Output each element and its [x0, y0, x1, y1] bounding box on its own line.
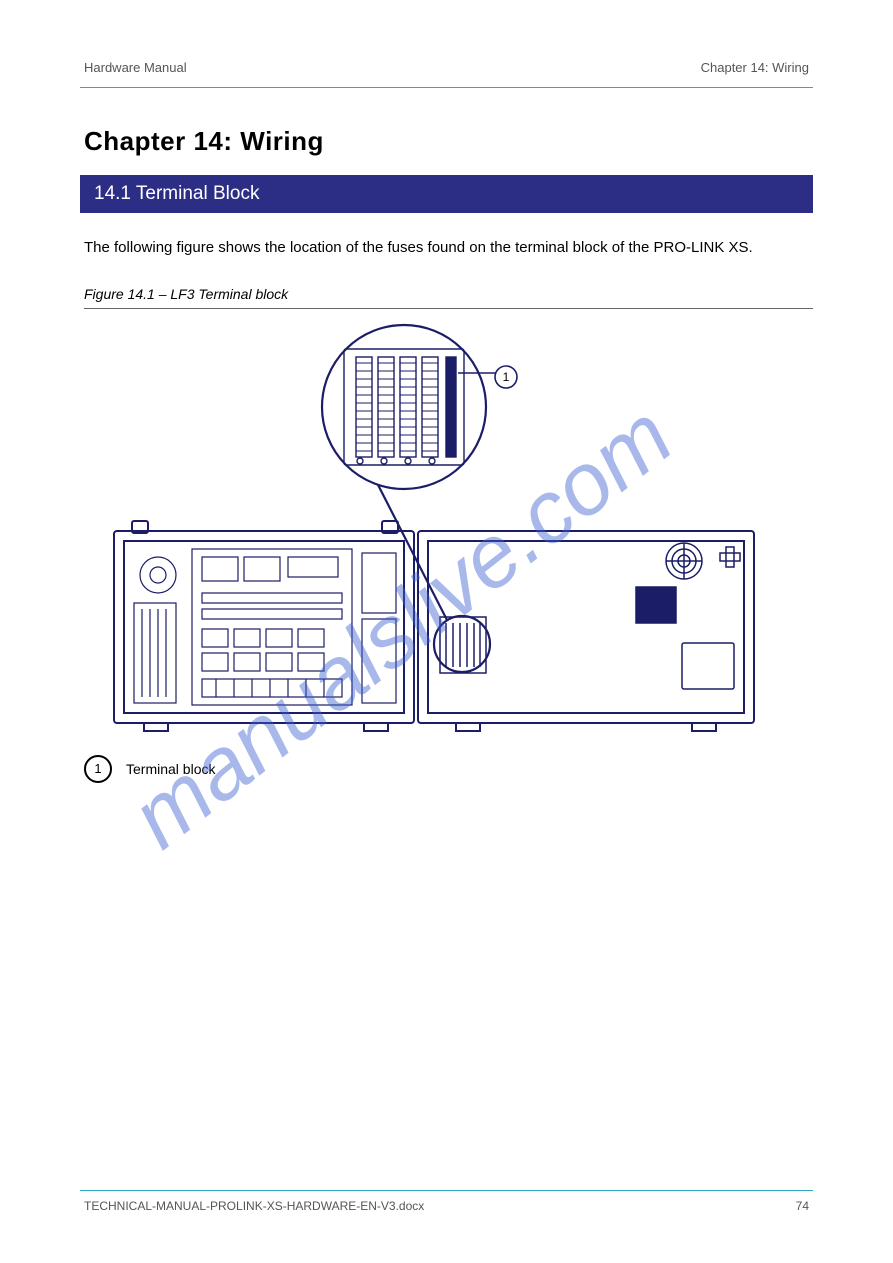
section-heading-bar: 14.1 Terminal Block	[80, 175, 813, 213]
figure-caption-rule	[84, 308, 813, 309]
header-rule	[80, 87, 813, 88]
figure-legend: 1 Terminal block	[84, 755, 813, 783]
intro-paragraph: The following figure shows the location …	[84, 237, 813, 260]
legend-number: 1	[94, 761, 101, 776]
footer-page-number: 74	[796, 1199, 809, 1213]
footer-doc-name: TECHNICAL-MANUAL-PROLINK-XS-HARDWARE-EN-…	[84, 1199, 424, 1213]
figure-diagram: 1	[84, 317, 804, 737]
chapter-title: Chapter 14: Wiring	[84, 126, 813, 157]
header-left: Hardware Manual	[84, 60, 187, 75]
figure-caption: Figure 14.1 – LF3 Terminal block	[84, 286, 813, 302]
legend-text: Terminal block	[126, 761, 215, 777]
legend-marker: 1	[84, 755, 112, 783]
header-right: Chapter 14: Wiring	[701, 60, 809, 75]
page-footer: TECHNICAL-MANUAL-PROLINK-XS-HARDWARE-EN-…	[80, 1190, 813, 1213]
terminal-block-diagram: 1	[84, 317, 804, 737]
figure-callout-label: 1	[503, 370, 510, 384]
page: Hardware Manual Chapter 14: Wiring Chapt…	[0, 0, 893, 1263]
page-header: Hardware Manual Chapter 14: Wiring	[80, 60, 813, 85]
